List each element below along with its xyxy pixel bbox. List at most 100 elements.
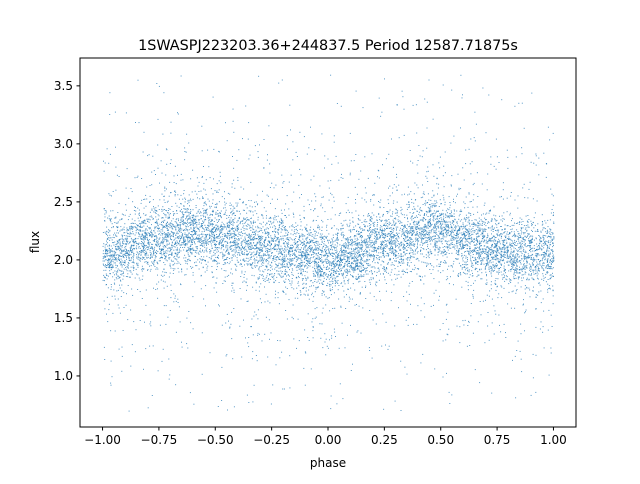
- data-point: [521, 270, 523, 272]
- data-point: [512, 256, 514, 257]
- data-point: [552, 204, 554, 206]
- data-point: [103, 257, 105, 259]
- data-point: [425, 257, 427, 259]
- data-point: [504, 269, 506, 270]
- data-point: [165, 174, 167, 176]
- data-point: [465, 231, 467, 233]
- data-point: [250, 326, 252, 328]
- data-point: [267, 279, 269, 281]
- data-point: [169, 263, 171, 265]
- data-point: [211, 220, 213, 222]
- data-point: [434, 248, 436, 250]
- data-point: [110, 210, 112, 212]
- data-point: [388, 202, 390, 204]
- data-point: [140, 236, 142, 238]
- data-point: [136, 245, 138, 247]
- data-point: [259, 235, 260, 237]
- data-point: [157, 223, 159, 225]
- data-point: [315, 220, 317, 221]
- data-point: [335, 262, 336, 264]
- data-point: [288, 181, 290, 183]
- data-point: [468, 251, 470, 253]
- data-point: [427, 244, 429, 246]
- data-point: [396, 254, 398, 256]
- data-point: [109, 234, 111, 236]
- data-point: [358, 242, 360, 243]
- data-point: [346, 294, 347, 296]
- data-point: [316, 281, 318, 283]
- data-point: [361, 263, 362, 265]
- data-point: [471, 228, 472, 230]
- data-point: [202, 196, 203, 198]
- data-point: [410, 244, 412, 246]
- data-point: [257, 334, 259, 336]
- data-point: [123, 214, 124, 216]
- data-point: [431, 238, 433, 240]
- data-point: [402, 269, 404, 271]
- data-point: [424, 213, 426, 214]
- data-point: [229, 261, 231, 263]
- data-point: [492, 264, 494, 265]
- data-point: [160, 251, 162, 253]
- data-point: [124, 261, 126, 263]
- data-point: [239, 264, 241, 266]
- data-point: [204, 189, 206, 191]
- data-point: [270, 332, 272, 334]
- data-point: [312, 300, 314, 302]
- data-point: [374, 262, 376, 264]
- data-point: [117, 245, 119, 247]
- data-point: [334, 258, 336, 260]
- data-point: [520, 235, 521, 237]
- data-point: [369, 259, 371, 261]
- data-point: [279, 249, 281, 251]
- data-point: [302, 283, 304, 285]
- data-point: [250, 221, 252, 223]
- data-point: [160, 231, 162, 233]
- data-point: [246, 228, 248, 230]
- data-point: [520, 242, 522, 244]
- data-point: [330, 274, 332, 276]
- data-point: [165, 235, 167, 237]
- data-point: [471, 220, 473, 222]
- data-point: [387, 225, 389, 227]
- data-point: [145, 348, 147, 350]
- data-point: [480, 260, 482, 261]
- data-point: [537, 269, 539, 271]
- data-point: [121, 249, 123, 251]
- data-point: [142, 235, 144, 237]
- data-point: [378, 271, 380, 272]
- data-point: [170, 225, 172, 227]
- data-point: [529, 241, 531, 243]
- data-point: [403, 240, 405, 242]
- data-point: [542, 254, 544, 256]
- data-point: [277, 244, 279, 246]
- data-point: [453, 246, 455, 248]
- data-point: [149, 251, 151, 253]
- data-point: [543, 241, 545, 243]
- data-point: [546, 271, 548, 272]
- data-point: [450, 232, 452, 234]
- data-point: [153, 240, 155, 242]
- data-point: [397, 241, 399, 242]
- data-point: [539, 262, 541, 264]
- data-point: [129, 231, 131, 233]
- data-point: [370, 219, 372, 221]
- data-point: [502, 189, 504, 191]
- data-point: [416, 239, 418, 241]
- data-point: [156, 236, 158, 238]
- data-point: [298, 244, 299, 246]
- data-point: [200, 239, 202, 241]
- data-point: [259, 248, 261, 250]
- data-point: [181, 216, 183, 218]
- data-point: [474, 219, 476, 221]
- data-point: [352, 283, 354, 285]
- data-point: [481, 263, 482, 265]
- data-point: [359, 227, 360, 229]
- data-point: [445, 214, 447, 216]
- data-point: [510, 261, 512, 263]
- data-point: [285, 270, 287, 272]
- data-point: [374, 230, 375, 232]
- data-point: [499, 252, 501, 254]
- data-point: [251, 274, 253, 276]
- data-point: [253, 236, 255, 238]
